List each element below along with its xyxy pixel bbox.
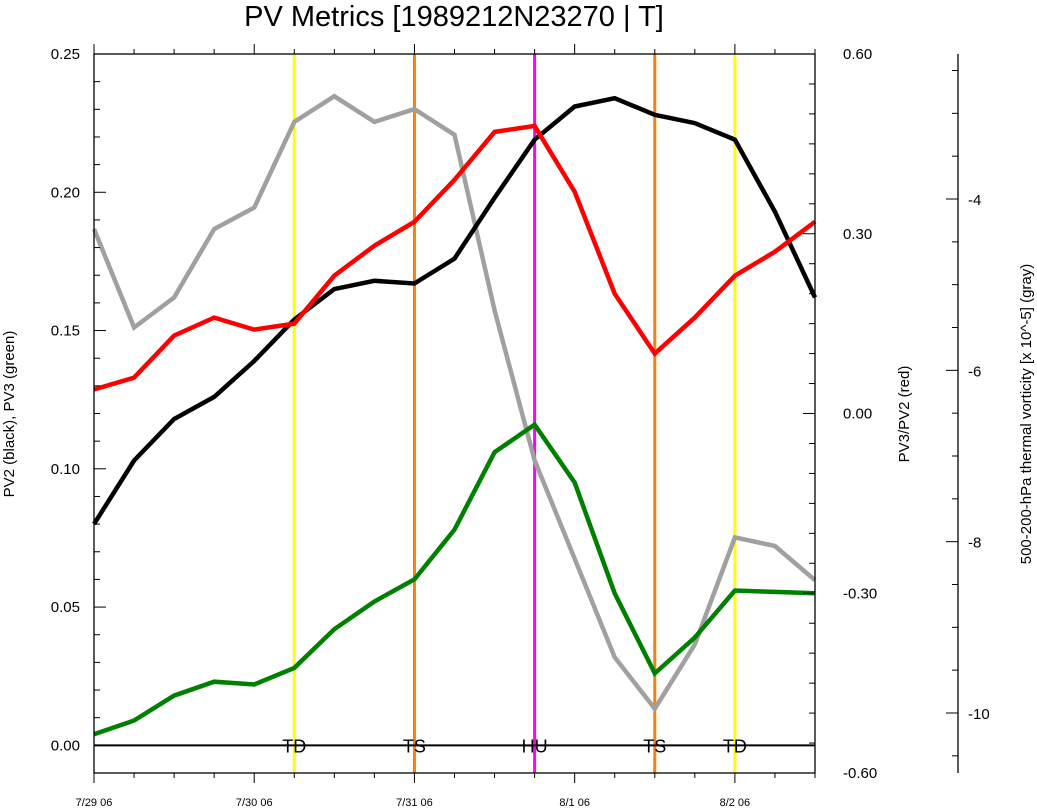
left-tick-label: 0.20 [51,184,80,201]
mid-tick-label: -0.60 [843,765,877,782]
mid-tick-label: 0.60 [843,46,872,63]
marker-labels: TD TS HU TS TD [282,736,747,756]
left-tick-label: 0.25 [51,46,80,63]
mid-tick-label: 0.30 [843,226,872,243]
left-tick-label: 0.00 [51,737,80,754]
right-axis-label: 500-200-hPa thermal vorticity [x 10^-5] … [1018,264,1035,565]
x-tick-label: 7/31 06 [396,797,433,809]
series-line-2 [93,123,817,392]
plot-frame [93,53,816,774]
mid-tick-label: -0.30 [843,585,877,602]
marker-label-3: TS [643,736,666,756]
right-tick-label: -10 [968,706,990,723]
vertical-markers [292,54,737,773]
series-line-0 [92,95,818,526]
left-tick-label: 0.10 [51,461,80,478]
series-line-1 [93,421,816,737]
mid-axis-label: PV3/PV2 (red) [896,366,913,463]
marker-label-0: TD [282,736,306,756]
left-axis: 0.00 0.05 0.10 0.15 0.20 0.25 [51,46,106,774]
left-tick-label: 0.15 [51,323,80,340]
series-line-3 [91,93,817,713]
left-tick-label: 0.05 [51,599,80,616]
right-tick-label: -4 [968,192,981,209]
right-tick-label: -6 [968,363,981,380]
mid-tick-label: 0.00 [843,406,872,423]
x-tick-label: 8/2 06 [720,797,751,809]
series-lines [91,93,818,737]
marker-label-1: TS [403,736,426,756]
x-tick-label: 7/29 06 [76,797,113,809]
left-axis-label: PV2 (black), PV3 (green) [1,331,18,498]
x-axis: 7/29 06 7/30 06 7/31 06 8/1 06 8/2 06 [76,44,816,809]
x-tick-label: 8/1 06 [559,797,590,809]
mid-axis: -0.60 -0.30 0.00 0.30 0.60 [803,46,877,782]
chart-title: PV Metrics [1989212N23270 | T] [244,1,664,33]
right-axis: -4 -6 -8 -10 [946,54,990,773]
marker-label-4: TD [723,736,747,756]
x-tick-label: 7/30 06 [236,797,273,809]
right-tick-label: -8 [968,535,981,552]
marker-label-2: HU [522,736,548,756]
